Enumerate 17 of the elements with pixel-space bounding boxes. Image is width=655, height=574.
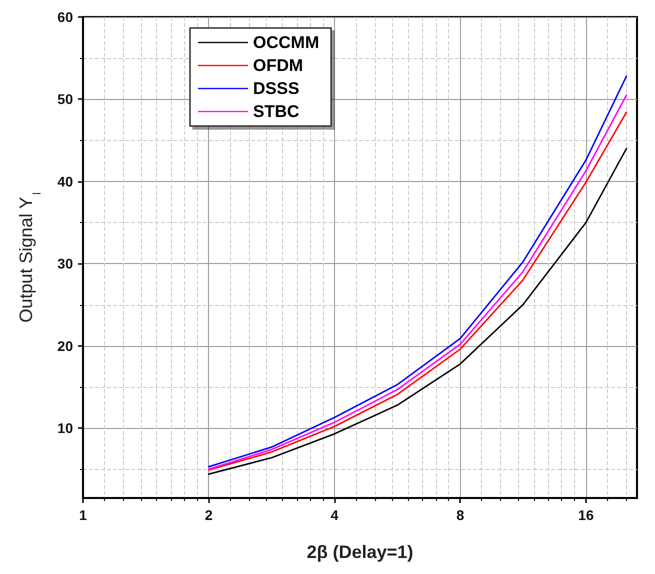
legend-label: OCCMM bbox=[253, 33, 320, 52]
legend-label: OFDM bbox=[253, 56, 304, 75]
x-tick-label: 4 bbox=[330, 507, 339, 523]
y-tick-label: 10 bbox=[57, 420, 74, 436]
legend-label: DSSS bbox=[253, 79, 300, 98]
y-tick-label: 30 bbox=[57, 256, 74, 272]
y-tick-label: 60 bbox=[57, 9, 74, 25]
y-tick-label: 20 bbox=[57, 338, 74, 354]
x-tick-label: 1 bbox=[79, 507, 88, 523]
x-tick-label: 16 bbox=[578, 507, 594, 523]
x-tick-label: 2 bbox=[204, 507, 213, 523]
x-tick-label: 8 bbox=[456, 507, 464, 523]
y-tick-label: 40 bbox=[57, 173, 74, 190]
x-axis-title: 2β (Delay=1) bbox=[306, 542, 414, 562]
legend-label: STBC bbox=[253, 102, 300, 121]
y-tick-label: 50 bbox=[57, 91, 74, 108]
y-axis-title: Output Signal Yl bbox=[16, 192, 44, 323]
